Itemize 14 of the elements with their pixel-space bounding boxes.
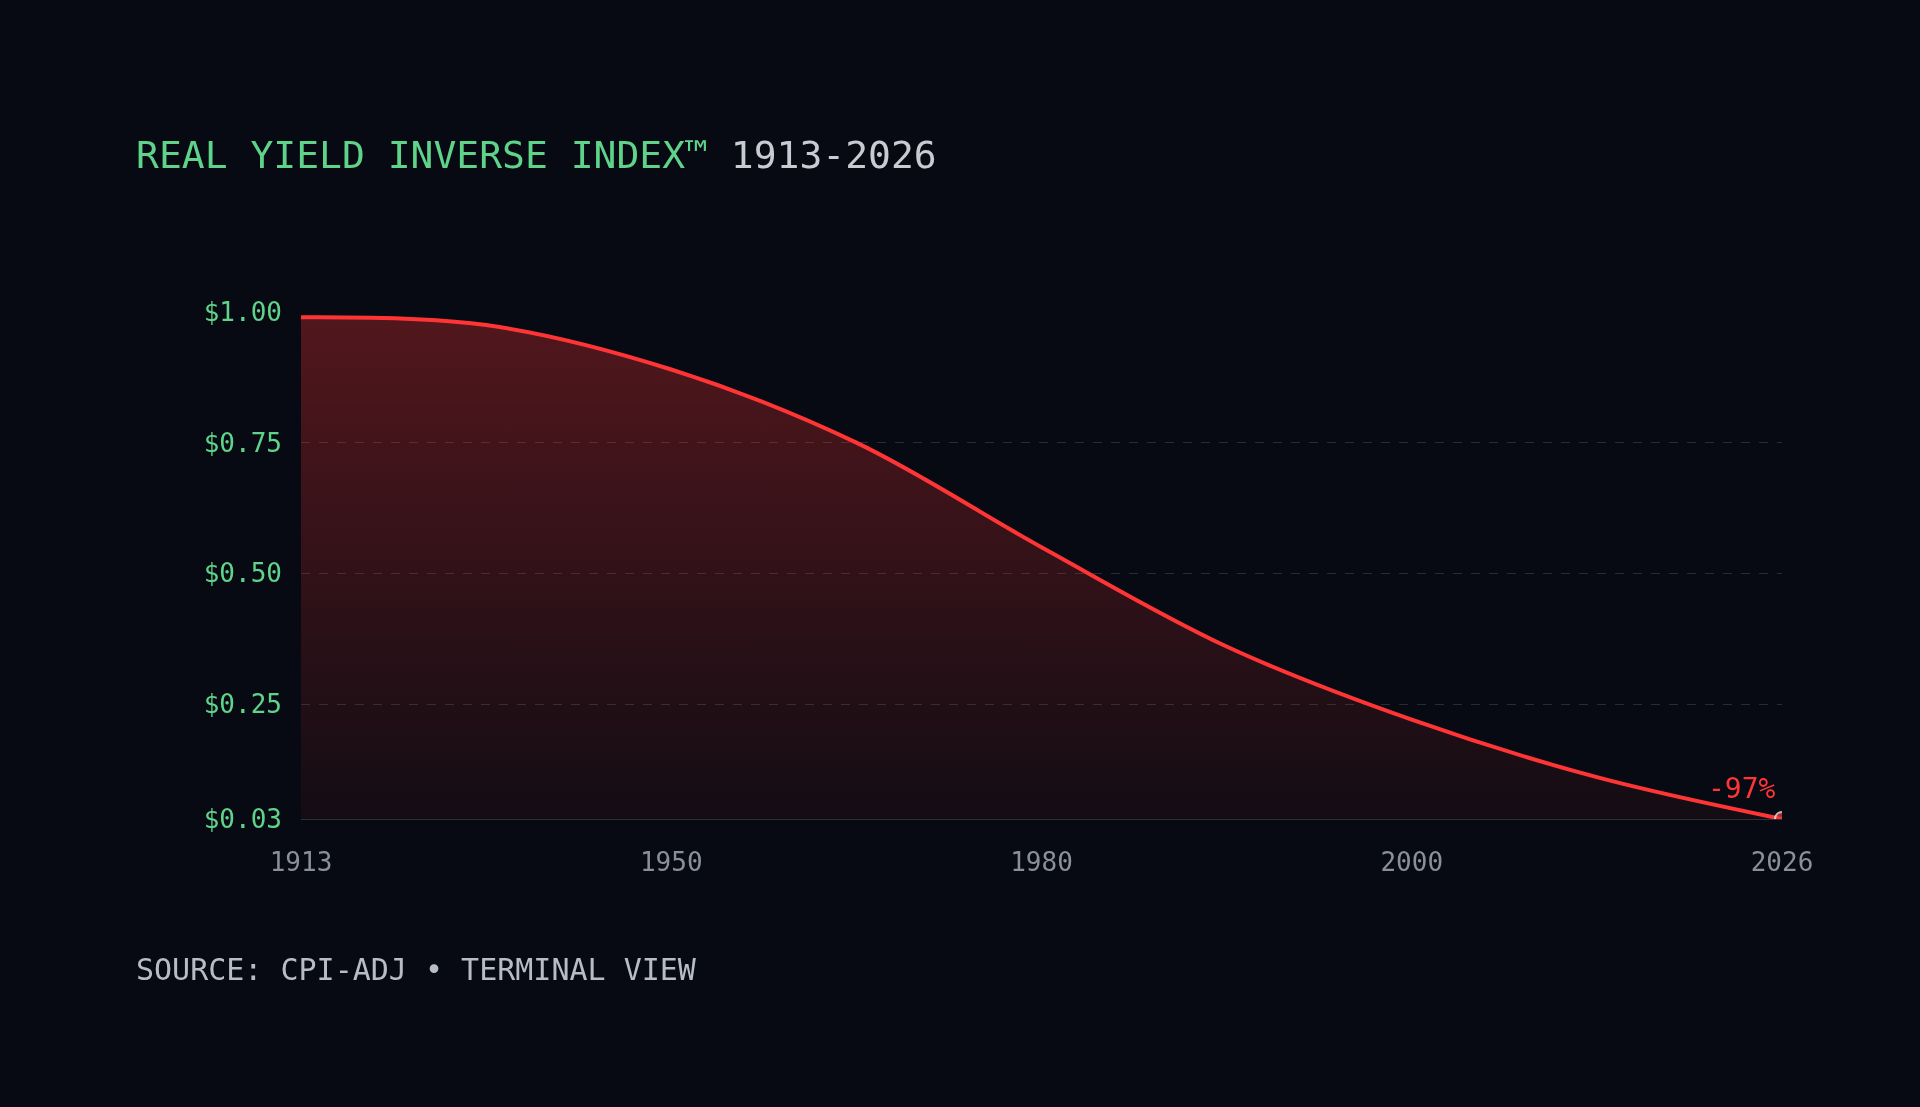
x-tick-label: 2026	[1750, 847, 1814, 878]
x-tick-label: 1980	[1010, 847, 1073, 878]
x-tick-label: 1913	[269, 847, 333, 878]
y-tick-label: $0.75	[203, 427, 282, 458]
y-tick-label: $1.00	[203, 297, 282, 328]
x-tick-label: 1950	[639, 847, 703, 878]
chart-subtitle: 1913-2026	[730, 133, 937, 177]
annotation: -97%	[1708, 772, 1776, 805]
y-tick-label: $0.03	[203, 804, 282, 835]
y-tick-label: $0.50	[203, 558, 282, 589]
y-tick-label: $0.25	[203, 689, 282, 720]
source-note: SOURCE: CPI-ADJ • TERMINAL VIEW	[136, 952, 697, 987]
chart-title: REAL YIELD INVERSE INDEX™	[136, 133, 708, 177]
x-tick-label: 2000	[1380, 847, 1444, 878]
